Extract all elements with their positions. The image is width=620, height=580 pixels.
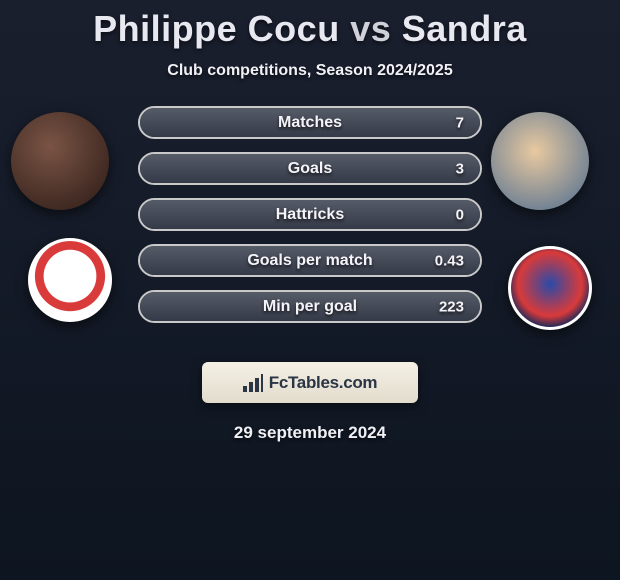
comparison-card: Philippe Cocu vs Sandra Club competition… [0, 0, 620, 443]
comparison-title: Philippe Cocu vs Sandra [0, 8, 620, 50]
stat-bar-matches: Matches 7 [138, 106, 482, 139]
stat-value: 0.43 [435, 252, 464, 269]
stat-value: 3 [456, 160, 464, 177]
stat-label: Matches [278, 114, 342, 132]
bar-chart-icon [243, 374, 263, 392]
stat-value: 7 [456, 114, 464, 131]
player1-avatar [11, 112, 109, 210]
snapshot-date: 29 september 2024 [0, 423, 620, 443]
stat-label: Goals [288, 160, 332, 178]
stat-label: Hattricks [276, 206, 344, 224]
player2-name: Sandra [402, 8, 527, 49]
source-brand: FcTables.com [269, 373, 378, 393]
stat-bar-goals-per-match: Goals per match 0.43 [138, 244, 482, 277]
stat-label: Goals per match [247, 252, 372, 270]
stat-bars: Matches 7 Goals 3 Hattricks 0 Goals per … [138, 106, 482, 336]
club2-logo [508, 246, 592, 330]
stat-bar-hattricks: Hattricks 0 [138, 198, 482, 231]
stats-section: Matches 7 Goals 3 Hattricks 0 Goals per … [0, 112, 620, 342]
subtitle: Club competitions, Season 2024/2025 [0, 62, 620, 80]
stat-label: Min per goal [263, 298, 357, 316]
player2-avatar [491, 112, 589, 210]
stat-bar-min-per-goal: Min per goal 223 [138, 290, 482, 323]
stat-value: 223 [439, 298, 464, 315]
source-logo: FcTables.com [202, 362, 418, 403]
stat-value: 0 [456, 206, 464, 223]
player1-name: Philippe Cocu [93, 8, 340, 49]
club1-logo [28, 238, 112, 322]
vs-label: vs [350, 8, 391, 49]
stat-bar-goals: Goals 3 [138, 152, 482, 185]
